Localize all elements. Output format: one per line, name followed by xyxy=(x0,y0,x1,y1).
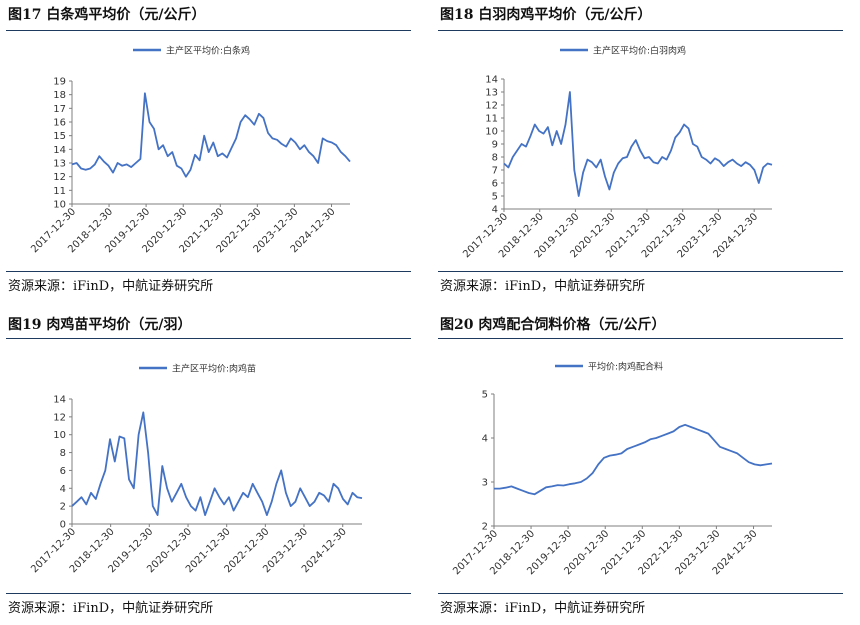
line-chart: 主产区平均价:白条鸡101112131415161718192017-12-30… xyxy=(29,45,351,255)
y-tick-label: 4 xyxy=(60,484,66,495)
legend: 主产区平均价:白羽肉鸡 xyxy=(560,45,686,57)
y-tick-label: 10 xyxy=(485,127,498,138)
title-divider xyxy=(6,338,411,339)
y-tick-label: 13 xyxy=(53,159,66,170)
chart-panel-1: 图17 白条鸡平均价（元/公斤） 主产区平均价:白条鸡 10 11 12 13 14 15 1… xyxy=(0,0,415,312)
y-tick-label: 5 xyxy=(492,192,498,203)
y-tick-label: 8 xyxy=(492,153,498,164)
chart-title: 图17 白条鸡平均价（元/公斤） xyxy=(8,7,206,23)
source-divider xyxy=(6,593,411,594)
y-tick-label: 7 xyxy=(492,166,498,177)
series-line xyxy=(494,423,773,496)
y-tick-label: 19 xyxy=(53,77,66,88)
y-tick-label: 9 xyxy=(492,140,498,151)
y-tick-label: 6 xyxy=(60,466,66,477)
y-tick-label: 18 xyxy=(53,90,66,101)
y-tick-label: 10 xyxy=(53,200,66,211)
y-tick-label: 2 xyxy=(60,502,66,513)
title-divider xyxy=(438,30,843,31)
line-chart: 主产区平均价:白羽肉鸡45678910111213142017-12-30201… xyxy=(461,45,773,260)
legend: 主产区平均价:肉鸡苗 xyxy=(139,363,256,375)
y-tick-label: 0 xyxy=(60,520,66,531)
source-note: 资源来源：iFinD，中航证券研究所 xyxy=(440,279,646,294)
y-tick-label: 4 xyxy=(482,434,488,445)
line-chart: 平均价:肉鸡配合料23452017-12-302018-12-302019-12… xyxy=(451,361,773,577)
title-divider xyxy=(6,30,411,31)
series-line xyxy=(503,91,773,197)
series-line xyxy=(71,92,351,178)
y-tick-label: 14 xyxy=(485,75,498,86)
legend-label: 主产区平均价:白羽肉鸡 xyxy=(593,45,686,57)
source-note: 资源来源：iFinD，中航证券研究所 xyxy=(8,279,214,294)
y-tick-label: 17 xyxy=(53,104,66,115)
y-tick-label: 2 xyxy=(482,522,488,533)
y-tick-label: 8 xyxy=(60,448,66,459)
source-divider xyxy=(438,271,843,272)
y-tick-label: 12 xyxy=(485,101,498,112)
y-tick-label: 14 xyxy=(53,145,66,156)
y-tick-label: 12 xyxy=(53,412,66,423)
source-note: 资源来源：iFinD，中航证券研究所 xyxy=(8,601,214,616)
legend-label: 平均价:肉鸡配合料 xyxy=(588,361,663,373)
y-tick-label: 15 xyxy=(53,131,66,142)
y-tick-label: 12 xyxy=(53,172,66,183)
line-chart: 主产区平均价:肉鸡苗024681012142017-12-302018-12-3… xyxy=(29,363,363,575)
chart-panel-2: 图18 白羽肉鸡平均价（元/公斤） 主产区平均价:白羽肉鸡 4 5 6 7 8 9 10 11 1… xyxy=(432,0,847,312)
y-tick-label: 11 xyxy=(485,114,498,125)
chart-panel-4: 图20 肉鸡配合饲料价格（元/公斤） 平均价:肉鸡配合料 2 3 4 5 2017-12-… xyxy=(432,310,847,622)
title-divider xyxy=(438,338,843,339)
source-divider xyxy=(438,593,843,594)
y-tick-label: 10 xyxy=(53,430,66,441)
legend-label: 主产区平均价:肉鸡苗 xyxy=(172,363,256,375)
chart-title: 图20 肉鸡配合饲料价格（元/公斤） xyxy=(440,317,666,333)
y-tick-label: 3 xyxy=(482,478,488,489)
y-tick-label: 13 xyxy=(485,88,498,99)
legend: 平均价:肉鸡配合料 xyxy=(555,361,663,373)
legend-label: 主产区平均价:白条鸡 xyxy=(166,45,250,57)
y-tick-label: 16 xyxy=(53,118,66,129)
legend: 主产区平均价:白条鸡 xyxy=(133,45,250,57)
chart-title: 图19 肉鸡苗平均价（元/羽） xyxy=(8,317,192,333)
y-tick-label: 6 xyxy=(492,179,498,190)
source-divider xyxy=(6,271,411,272)
y-tick-label: 14 xyxy=(53,395,66,406)
y-tick-label: 5 xyxy=(482,390,488,401)
chart-title: 图18 白羽肉鸡平均价（元/公斤） xyxy=(440,7,652,23)
chart-panel-3: 图19 肉鸡苗平均价（元/羽） 主产区平均价:肉鸡苗 0 2 4 6 8 10 12 14 201… xyxy=(0,310,415,622)
y-tick-label: 4 xyxy=(492,205,498,216)
y-tick-label: 11 xyxy=(53,186,66,197)
series-line xyxy=(71,411,363,517)
source-note: 资源来源：iFinD，中航证券研究所 xyxy=(440,601,646,616)
